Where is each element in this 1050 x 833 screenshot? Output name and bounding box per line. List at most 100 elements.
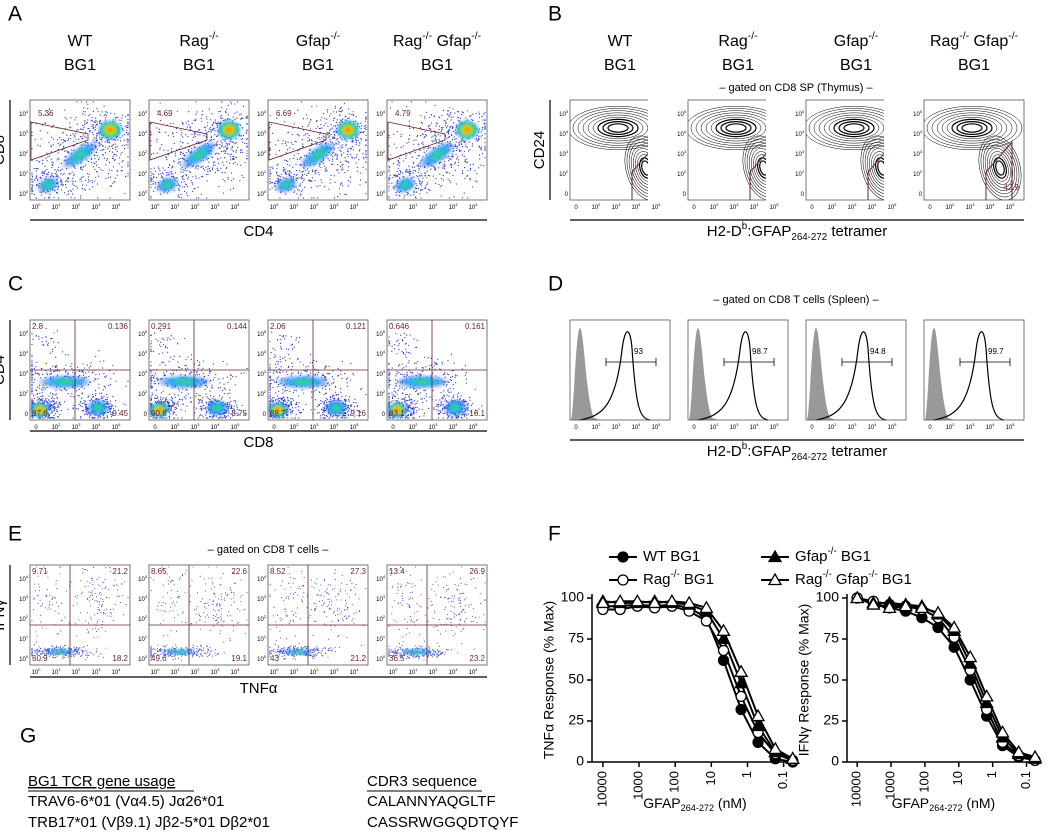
event-dot — [241, 151, 244, 153]
y-axis-label: CD8 — [0, 135, 8, 165]
event-dot — [91, 371, 93, 373]
event-dot — [90, 398, 93, 400]
event-dot — [453, 136, 455, 138]
event-dot — [67, 193, 70, 195]
event-dot — [321, 181, 323, 183]
text-part: 10 — [257, 132, 264, 138]
event-dot — [102, 145, 104, 147]
event-dot — [48, 141, 50, 143]
event-dot — [196, 370, 198, 373]
event-dot — [446, 131, 448, 134]
event-dot — [420, 134, 422, 137]
event-dot — [306, 133, 309, 135]
event-dot — [470, 115, 472, 117]
event-dot — [83, 402, 85, 404]
event-dot — [288, 170, 290, 172]
event-dot — [204, 129, 207, 131]
event-dot — [168, 164, 171, 166]
event-dot — [83, 165, 85, 168]
event-dot — [305, 169, 307, 171]
event-dot — [442, 174, 444, 177]
text-part: 2 — [26, 389, 28, 394]
text-part: 1 — [145, 169, 147, 174]
event-dot — [221, 106, 223, 109]
plot-frame — [148, 99, 250, 201]
event-dot — [337, 140, 339, 142]
event-dot — [348, 113, 350, 115]
event-dot — [32, 181, 34, 183]
event-dot — [62, 132, 64, 134]
event-dot — [46, 152, 48, 154]
event-dot — [150, 133, 152, 136]
event-dot — [160, 144, 163, 146]
event-dot — [150, 383, 152, 385]
event-dot — [320, 119, 322, 121]
event-dot — [115, 405, 117, 407]
event-dot — [452, 116, 454, 118]
event-dot — [168, 404, 171, 406]
text-part: 2 — [145, 149, 147, 154]
event-dot — [196, 111, 198, 113]
event-dot — [406, 168, 408, 171]
text-part: 10 — [310, 205, 317, 211]
event-dot — [335, 121, 338, 123]
event-dot — [160, 396, 162, 398]
event-dot — [311, 197, 313, 199]
event-dot — [172, 401, 174, 403]
event-dot — [340, 182, 342, 184]
event-dot — [90, 362, 92, 364]
event-dot — [165, 174, 168, 176]
event-dot — [309, 148, 311, 150]
x-tick-label: 101 — [290, 202, 299, 211]
density-spot — [418, 140, 456, 170]
event-dot — [417, 155, 419, 157]
event-dot — [363, 158, 365, 160]
event-dot — [98, 121, 101, 123]
event-dot — [326, 131, 328, 134]
event-dot — [388, 195, 390, 198]
event-dot — [209, 170, 211, 172]
event-dot — [56, 330, 59, 332]
text-part: 5 — [145, 329, 147, 334]
event-dot — [53, 417, 55, 419]
event-dot — [106, 416, 108, 418]
event-dot — [448, 179, 451, 182]
event-dot — [276, 174, 278, 176]
event-dot — [168, 174, 170, 176]
event-dot — [52, 399, 54, 401]
event-dot — [168, 411, 171, 413]
event-dot — [334, 154, 336, 157]
event-dot — [46, 169, 48, 171]
event-dot — [99, 136, 101, 138]
event-dot — [455, 138, 457, 140]
x-tick-label: 102 — [52, 422, 61, 431]
event-dot — [194, 136, 196, 138]
event-dot — [435, 183, 437, 185]
event-dot — [92, 395, 94, 398]
event-dot — [127, 126, 129, 129]
event-dot — [191, 371, 193, 373]
event-dot — [307, 125, 309, 127]
event-dot — [205, 136, 207, 138]
event-dot — [173, 337, 175, 339]
event-dot — [349, 153, 352, 156]
event-dot — [216, 122, 218, 125]
event-dot — [418, 178, 420, 180]
event-dot — [103, 148, 105, 151]
event-dot — [269, 181, 271, 183]
event-dot — [269, 188, 271, 191]
event-dot — [170, 356, 172, 358]
event-dot — [421, 182, 423, 184]
gate-percent: 6.69 — [276, 109, 292, 118]
event-dot — [242, 176, 244, 179]
event-dot — [462, 197, 464, 199]
event-dot — [167, 172, 169, 174]
event-dot — [36, 373, 38, 375]
event-dot — [56, 396, 58, 399]
text-part: 5 — [1012, 202, 1014, 207]
event-dot — [295, 169, 298, 171]
event-dot — [206, 180, 208, 182]
event-dot — [316, 169, 318, 171]
event-dot — [297, 152, 299, 155]
event-dot — [53, 196, 55, 199]
